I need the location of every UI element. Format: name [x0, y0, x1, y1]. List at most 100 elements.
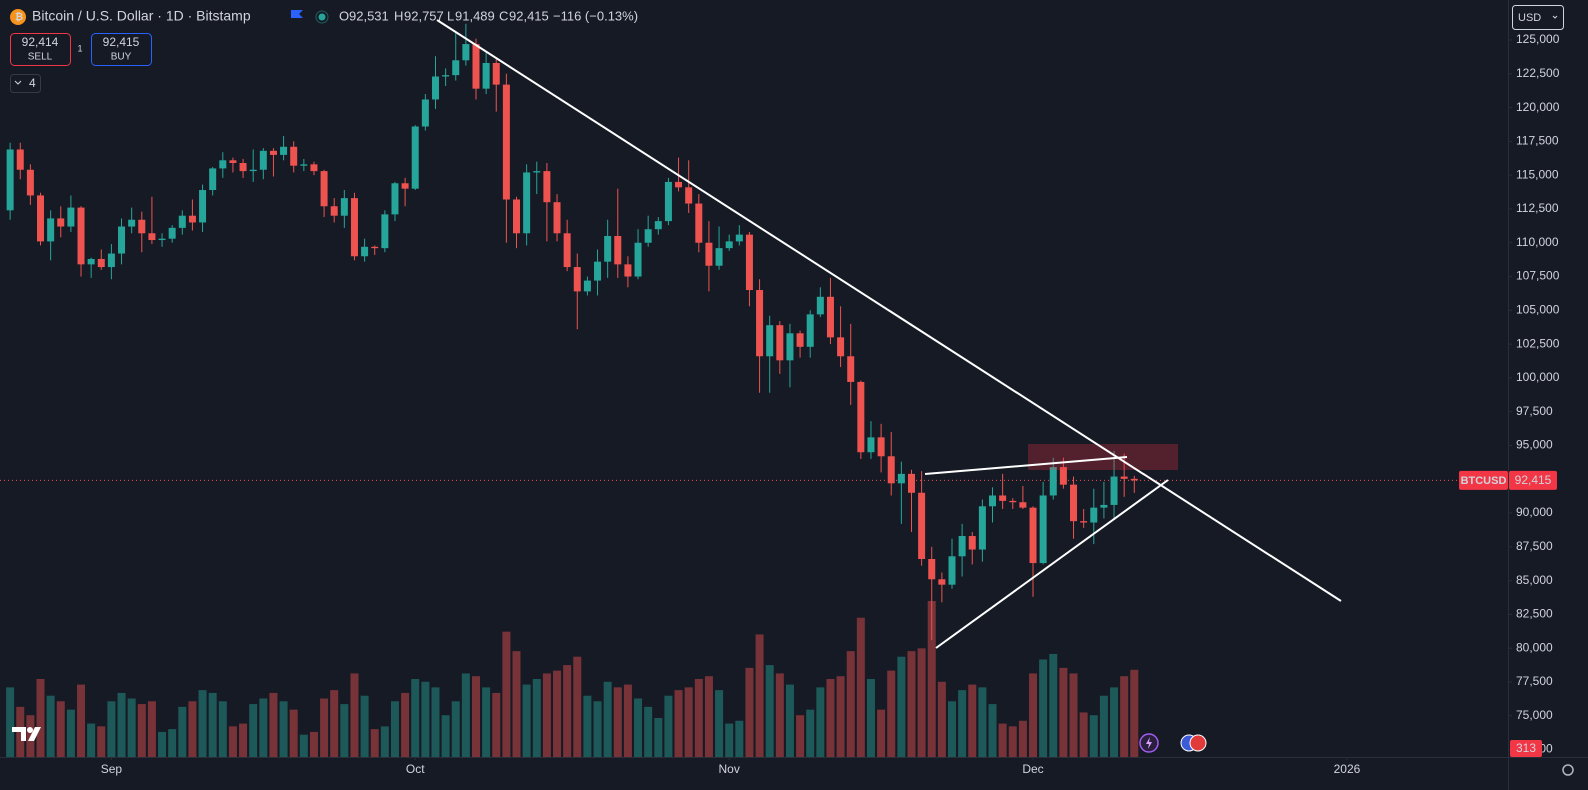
- candle-body: [604, 235, 612, 262]
- trend-line[interactable]: [935, 479, 1169, 649]
- sell-button[interactable]: [10, 33, 71, 66]
- volume-bar: [674, 690, 683, 757]
- ohlc-value: 92,757: [404, 8, 444, 23]
- currency-button[interactable]: [1512, 5, 1564, 30]
- volume-bar: [77, 684, 86, 757]
- candle-body: [978, 506, 986, 550]
- y-tick-label: 122,500: [1516, 66, 1560, 80]
- volume-bar: [603, 681, 612, 757]
- event-flag[interactable]: [1189, 734, 1207, 752]
- candle-body: [664, 181, 672, 222]
- candle-body: [867, 437, 875, 453]
- logo-part: [12, 727, 26, 741]
- candle-body: [199, 190, 207, 223]
- buy-button[interactable]: [91, 33, 152, 66]
- volume-bar: [958, 690, 967, 757]
- candle-body: [624, 264, 632, 277]
- candle-body: [431, 76, 439, 100]
- candle-body: [77, 207, 85, 265]
- candle-body: [989, 495, 997, 507]
- x-tick-label: Oct: [406, 762, 425, 776]
- volume-bar: [796, 715, 805, 757]
- volume-bar: [745, 667, 754, 757]
- volume-bar: [97, 726, 106, 757]
- indicator-toggle[interactable]: [10, 74, 41, 93]
- candle-body: [887, 456, 895, 484]
- chevron: [14, 80, 22, 85]
- candle-body: [705, 242, 713, 266]
- volume-bar: [573, 656, 582, 757]
- candle-body: [1019, 502, 1027, 508]
- candle-body: [1080, 521, 1088, 523]
- volume-bar: [299, 734, 308, 757]
- volume-bar: [56, 701, 65, 757]
- candle-body: [452, 60, 460, 76]
- last-price-tag: [1509, 470, 1557, 490]
- candle-body: [1100, 504, 1108, 508]
- volume-bar: [1120, 676, 1129, 757]
- x-tick-label: 2026: [1334, 762, 1361, 776]
- flag-icon[interactable]: [291, 10, 303, 18]
- volume-bar: [978, 687, 987, 757]
- candle-body: [523, 172, 531, 234]
- volume-bar: [411, 679, 420, 757]
- volume-bar: [866, 679, 875, 757]
- candle-body: [118, 226, 126, 254]
- candle-body: [594, 261, 602, 281]
- candle-body: [826, 296, 834, 338]
- candle-body: [1120, 476, 1128, 479]
- volume-bar: [340, 704, 349, 757]
- volume-bar: [390, 701, 399, 757]
- ohlc-value: 91,489: [455, 8, 495, 23]
- volume-bar: [775, 673, 784, 757]
- volume-bar: [816, 687, 825, 757]
- volume-bar: [704, 676, 713, 757]
- trend-line[interactable]: [436, 19, 1342, 602]
- trend-line[interactable]: [924, 456, 1128, 475]
- candle-body: [796, 333, 804, 347]
- candle-body: [1039, 495, 1047, 564]
- status-dot: [318, 13, 326, 21]
- volume-bar: [937, 681, 946, 757]
- candle-body: [411, 126, 419, 189]
- candle-body: [330, 206, 338, 216]
- currency: USD: [1518, 12, 1541, 24]
- volume-tag: [1510, 740, 1542, 757]
- volume-bar: [137, 704, 146, 757]
- volume-bar: [1110, 687, 1119, 757]
- candle-body: [573, 267, 581, 292]
- candle-body: [654, 221, 662, 230]
- volume-bar: [644, 706, 653, 757]
- candle-body: [290, 146, 298, 166]
- sell-label: SELL: [28, 52, 53, 63]
- candle-body: [614, 235, 622, 265]
- candle-body: [249, 169, 257, 172]
- change: −116 (−0.13%): [553, 8, 638, 23]
- candle-body: [178, 215, 186, 228]
- candle-body: [16, 149, 24, 170]
- settings-icon[interactable]: [1562, 764, 1574, 776]
- symbol-tag: [1459, 470, 1508, 490]
- candle-body: [87, 258, 95, 265]
- symbol-title[interactable]: Bitcoin / U.S. Dollar · 1D · Bitstamp: [32, 8, 251, 24]
- volume-bar: [542, 673, 551, 757]
- volume-bar: [532, 679, 541, 757]
- ohlc-value: 92,531: [349, 8, 389, 23]
- candle-body: [1110, 476, 1118, 505]
- candle-body: [391, 183, 399, 215]
- candle-body: [47, 218, 55, 242]
- volume-bar: [1029, 673, 1038, 757]
- volume-bar: [492, 692, 501, 757]
- y-tick-label: 82,500: [1516, 607, 1553, 621]
- candle-body: [158, 238, 166, 241]
- volume-bar: [441, 715, 450, 757]
- candle-body: [563, 233, 571, 268]
- volume-bar: [927, 601, 936, 757]
- candle-body: [310, 164, 318, 172]
- candle-body: [928, 558, 936, 580]
- axis-layer: 72,50075,00077,50080,00082,50085,00087,5…: [101, 32, 1560, 776]
- volume-bar: [988, 704, 997, 757]
- volume-bar: [451, 701, 460, 757]
- volume-bar: [218, 701, 227, 757]
